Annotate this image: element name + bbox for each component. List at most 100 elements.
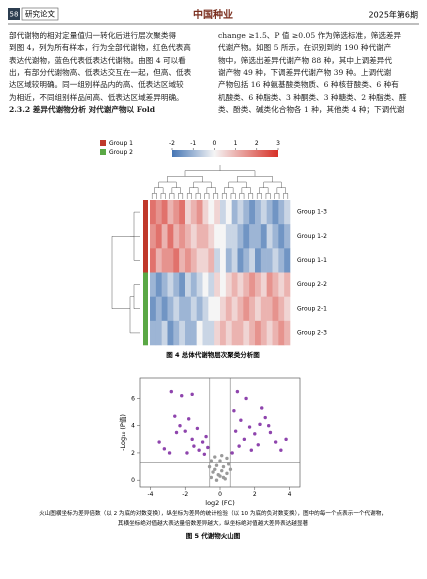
heatmap-cell [231, 200, 238, 225]
heatmap-cell [225, 296, 232, 322]
heatmap-cell [237, 320, 244, 346]
heatmap-cell [202, 200, 209, 225]
point [218, 459, 222, 463]
row-label: Group 2-1 [297, 305, 327, 312]
heatmap-cell [266, 272, 273, 297]
heatmap-cell [167, 272, 174, 297]
heatmap-cell [225, 224, 232, 249]
heatmap-cell [272, 296, 279, 322]
heatmap-cell [161, 200, 168, 225]
point [220, 468, 224, 473]
body-line: 表达代谢物，蓝色代表低表达代谢物。由图 4 可以看 [9, 55, 186, 65]
page-number: 58 [10, 11, 19, 19]
heatmap-cell [243, 200, 250, 225]
heatmap-cell [173, 200, 180, 225]
heatmap-cell [185, 200, 192, 225]
group-bar [143, 320, 148, 346]
heatmap-cell [167, 200, 174, 225]
colorbar-tick-label: 1 [234, 140, 238, 147]
point [174, 430, 179, 435]
heatmap-cell [231, 272, 238, 297]
point [256, 443, 260, 447]
heatmap-cell [208, 224, 215, 249]
point [207, 464, 212, 469]
heatmap-cell [202, 296, 209, 322]
figure-caption: 图 4 总体代谢物层次聚类分析图 [166, 350, 260, 359]
point [268, 430, 273, 435]
point [195, 426, 200, 431]
heatmap-cell [214, 224, 221, 249]
heatmap-cell [266, 200, 273, 225]
heatmap-cell [278, 224, 285, 249]
y-tick-label: 6 [131, 395, 135, 402]
heatmap-cell [179, 320, 186, 346]
figure-caption: 图 5 代谢物火山图 [186, 531, 241, 540]
point [190, 392, 194, 397]
body-line: 部代谢物的相对定量值归一转化后进行层次聚类得 [9, 31, 177, 40]
heatmap-cell [260, 248, 267, 273]
heatmap-cell [231, 224, 238, 249]
point [213, 455, 217, 459]
heatmap-cell [220, 200, 227, 225]
heatmap-cell [161, 248, 168, 273]
heatmap-cell [196, 224, 203, 249]
heatmap-cell [272, 320, 279, 346]
heatmap-cell [284, 248, 291, 273]
heatmap-cell [190, 272, 197, 297]
heatmap-cell [202, 248, 209, 273]
heatmap-cell [266, 248, 273, 273]
row-label: Group 2-2 [297, 281, 327, 288]
heatmap-cell [185, 248, 192, 273]
heatmap-cell [243, 248, 250, 273]
heatmap-cell [249, 296, 256, 322]
heatmap-cell [255, 272, 262, 297]
point [213, 467, 217, 471]
heatmap-cell [196, 320, 203, 346]
heatmap-cell [237, 272, 244, 297]
point [239, 418, 243, 422]
heatmap-cell [255, 200, 262, 225]
point [279, 448, 283, 452]
point [225, 456, 229, 461]
heatmap-cell [202, 272, 209, 297]
heatmap-cell [260, 272, 267, 297]
body-line: 产物包括 16 种氨基酸类物质、6 种核苷酸类、6 种有 [218, 80, 399, 90]
heatmap-cell [243, 296, 250, 322]
caption-line: 其横坐标绝对值越大表达量倍数差异越大，纵坐标绝对值越大差异表达越显著 [118, 519, 309, 527]
heatmap-cell [155, 248, 162, 273]
point [216, 473, 220, 477]
heatmap-cell [196, 248, 203, 273]
group-bar [143, 224, 148, 249]
heatmap-cell [167, 248, 174, 273]
heatmap-cell [155, 320, 162, 346]
heatmap-cell [255, 296, 262, 322]
legend-swatch [100, 149, 106, 155]
point [178, 423, 182, 428]
point [253, 432, 257, 436]
heatmap-cell [266, 320, 273, 346]
heatmap-cell [260, 224, 267, 249]
point [221, 475, 226, 480]
point [247, 425, 252, 429]
x-axis-label: log2 (FC) [205, 499, 234, 507]
heatmap-cell [173, 320, 180, 346]
point [192, 444, 196, 448]
heatmap-cell [161, 272, 168, 297]
point [237, 444, 241, 448]
heatmap-cell [243, 272, 250, 297]
row-label: Group 1-2 [297, 233, 327, 240]
plot-frame [139, 377, 301, 488]
colorbar-tick-label: 0 [212, 140, 216, 147]
heatmap-cell [196, 296, 203, 322]
point [214, 478, 219, 482]
point [258, 422, 262, 427]
point [173, 414, 177, 418]
point [220, 453, 224, 458]
legend-label: Group 1 [109, 140, 133, 147]
body-line: 为相近，不同组别样品间高、低表达区域差异明确。 [9, 92, 184, 102]
heatmap-cell [243, 224, 250, 249]
heatmap-cell [167, 296, 174, 322]
y-tick-label: 2 [131, 450, 135, 457]
page-badge [8, 8, 20, 20]
